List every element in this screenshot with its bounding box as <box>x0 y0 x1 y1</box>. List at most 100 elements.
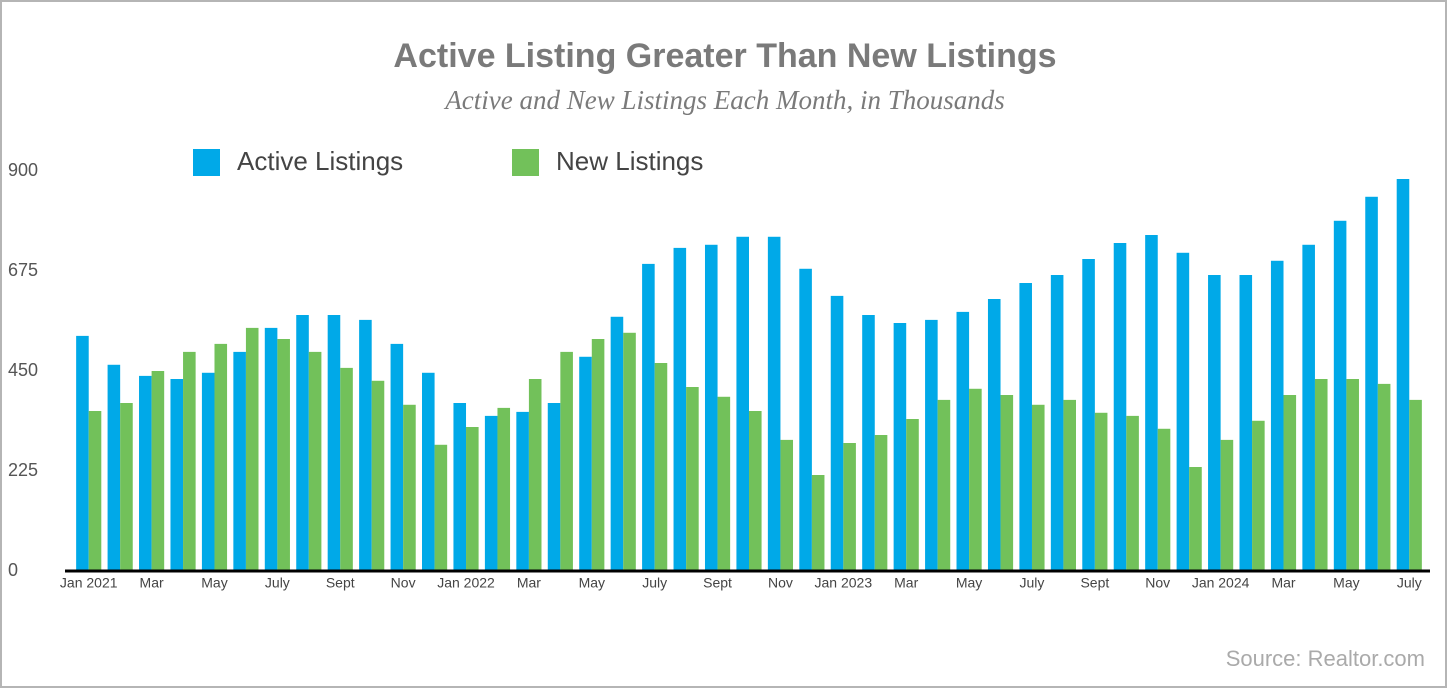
x-tick-label: May <box>201 575 227 591</box>
x-tick-label: Mar <box>517 575 541 591</box>
x-tick-label: Jan 2024 <box>1192 575 1250 591</box>
bar <box>843 443 856 571</box>
bar <box>296 315 309 571</box>
bar <box>214 343 228 571</box>
y-tick-label: 225 <box>8 460 38 480</box>
bar <box>1113 243 1127 571</box>
bar <box>1365 196 1378 571</box>
bar <box>1019 283 1032 571</box>
bar <box>1000 395 1014 571</box>
y-tick-label: 900 <box>8 160 38 180</box>
x-tick-label: Mar <box>140 575 164 591</box>
bar <box>1157 428 1171 571</box>
bar <box>201 372 215 571</box>
bar <box>340 367 353 571</box>
legend-swatch <box>193 149 220 176</box>
bar <box>422 372 435 571</box>
x-tick-label: Jan 2023 <box>815 575 873 591</box>
bar <box>937 399 951 571</box>
bar <box>780 439 794 571</box>
bar <box>528 379 542 571</box>
bar <box>151 371 165 571</box>
bar <box>1333 220 1347 571</box>
bar <box>623 332 636 571</box>
bar <box>497 407 511 571</box>
bar <box>1145 235 1158 571</box>
bar <box>403 404 416 571</box>
bar <box>466 427 479 571</box>
bar <box>874 435 888 571</box>
bar <box>139 375 152 571</box>
bar <box>359 319 372 571</box>
bar <box>749 411 762 571</box>
bar <box>717 396 731 571</box>
bar <box>107 364 121 571</box>
x-tick-label: Sept <box>703 575 732 591</box>
bar <box>799 268 812 571</box>
x-tick-label: July <box>265 575 290 591</box>
bar <box>956 311 970 571</box>
bar <box>308 351 322 571</box>
y-tick-label: 450 <box>8 360 38 380</box>
chart-title: Active Listing Greater Than New Listings <box>393 37 1056 75</box>
bar <box>1208 275 1221 571</box>
bar <box>1270 260 1284 571</box>
bar <box>453 403 467 571</box>
bar <box>591 339 605 571</box>
bar <box>893 323 907 571</box>
x-tick-label: Nov <box>768 575 793 591</box>
x-tick-label: Sept <box>1080 575 1109 591</box>
x-tick-label: July <box>642 575 667 591</box>
bar <box>76 335 89 571</box>
bar <box>264 327 278 571</box>
y-tick-label: 675 <box>8 260 38 280</box>
bar <box>1283 395 1297 571</box>
bar <box>1314 379 1328 571</box>
bar <box>830 295 844 571</box>
bar <box>1094 412 1108 571</box>
bar <box>484 415 498 571</box>
bar <box>654 363 668 571</box>
legend-swatch <box>512 149 539 176</box>
bar <box>183 351 196 571</box>
x-tick-label: Sept <box>326 575 355 591</box>
bar <box>434 444 448 571</box>
bar <box>516 411 529 571</box>
legend-label: New Listings <box>556 146 703 176</box>
bar <box>1377 383 1391 571</box>
bar <box>1302 244 1315 571</box>
bar <box>1176 252 1190 571</box>
x-tick-label: Jan 2021 <box>60 575 118 591</box>
x-tick-label: May <box>579 575 605 591</box>
bar <box>1396 179 1410 571</box>
bar <box>1239 275 1253 571</box>
bar <box>120 403 133 571</box>
bar <box>1126 415 1139 571</box>
bar <box>767 236 781 571</box>
bar <box>390 343 404 571</box>
source: Source: Realtor.com <box>1226 646 1425 671</box>
bar <box>969 388 982 571</box>
bar <box>925 319 938 571</box>
x-tick-label: July <box>1397 575 1422 591</box>
x-tick-label: Jan 2022 <box>437 575 495 591</box>
bar <box>170 379 184 571</box>
bar <box>704 244 718 571</box>
bar <box>811 475 825 571</box>
bar <box>862 315 875 571</box>
bar <box>673 247 687 571</box>
bar <box>987 299 1001 571</box>
bar <box>327 315 341 571</box>
bar <box>277 339 290 571</box>
bar <box>1063 399 1076 571</box>
x-tick-label: Nov <box>1145 575 1170 591</box>
bar <box>686 387 699 571</box>
bar <box>906 419 919 571</box>
legend-label: Active Listings <box>237 146 403 176</box>
bar <box>1189 467 1202 571</box>
bar <box>642 263 655 571</box>
x-tick-label: July <box>1020 575 1045 591</box>
bar <box>245 327 259 571</box>
